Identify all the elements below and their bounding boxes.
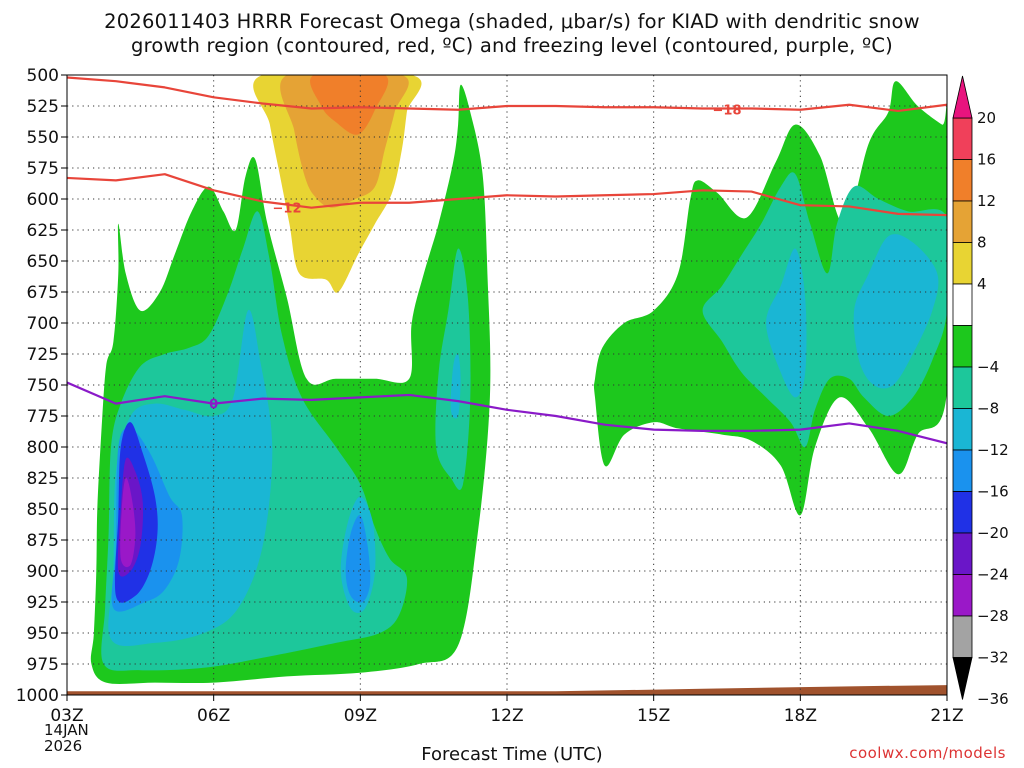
y-tick-label-825: 825 — [27, 469, 59, 489]
dendritic-contour-1-label: −18 — [713, 104, 742, 119]
date-label-day: 14JAN — [44, 721, 89, 739]
colorbar-label-9: −20 — [977, 524, 1009, 542]
y-tick-label-550: 550 — [27, 128, 59, 148]
colorbar-top-arrow — [952, 75, 973, 119]
x-tick-label-06Z: 06Z — [197, 706, 230, 726]
y-tick-label-800: 800 — [27, 438, 59, 458]
colorbar-swatch-0 — [952, 117, 973, 160]
x-tick-label-21Z: 21Z — [930, 706, 963, 726]
x-tick-label-18Z: 18Z — [784, 706, 817, 726]
colorbar-swatch-9 — [952, 491, 973, 534]
x-axis-title: Forecast Time (UTC) — [421, 744, 603, 765]
contour-layer: −12 −18 0 — [67, 76, 947, 445]
y-tick-label-900: 900 — [27, 562, 59, 582]
dendritic-contour-1 — [67, 76, 947, 113]
y-tick-label-625: 625 — [27, 221, 59, 241]
y-tick-label-600: 600 — [27, 190, 59, 210]
date-label-year: 2026 — [44, 737, 83, 755]
y-tick-label-575: 575 — [27, 159, 59, 179]
y-tick-label-975: 975 — [27, 655, 59, 675]
colorbar-label-0: 20 — [977, 109, 996, 127]
y-tick-label-925: 925 — [27, 593, 59, 613]
y-tick-label-725: 725 — [27, 345, 59, 365]
dendritic-contour-0-label: −12 — [273, 202, 302, 217]
colorbar: 20 16 12 8 4 −4 −8 −12 −16 −20 −24 −28 −32 −36 — [952, 75, 1009, 708]
y-axis: 500 525 550 575 600 625 650 675 700 725 750 775 800 8… — [16, 66, 67, 706]
colorbar-swatch-1 — [952, 159, 973, 202]
colorbar-label-11: −28 — [977, 607, 1009, 625]
y-tick-label-950: 950 — [27, 624, 59, 644]
terrain-layer — [67, 685, 947, 695]
omega-region-10 — [120, 477, 136, 568]
x-tick-label-03Z: 03Z — [50, 706, 83, 726]
omega-region-17 — [310, 75, 389, 135]
ground-terrain — [67, 685, 947, 695]
colorbar-bottom-arrow — [952, 657, 973, 700]
y-tick-label-750: 750 — [27, 376, 59, 396]
colorbar-swatch-12 — [952, 615, 973, 658]
colorbar-label-5: −4 — [977, 358, 999, 376]
y-tick-label-1000: 1000 — [16, 686, 59, 706]
colorbar-swatch-4 — [952, 283, 973, 326]
freezing-level-contour-label: 0 — [209, 398, 218, 413]
colorbar-swatch-8 — [952, 449, 973, 492]
freezing-level-contour — [67, 381, 947, 445]
colorbar-label-13: −36 — [977, 690, 1009, 708]
colorbar-label-12: −32 — [977, 649, 1009, 667]
colorbar-swatch-5 — [952, 325, 973, 368]
grid-layer — [67, 75, 947, 695]
colorbar-swatch-3 — [952, 242, 973, 285]
colorbar-label-2: 12 — [977, 192, 996, 210]
colorbar-label-3: 8 — [977, 234, 987, 252]
chart-title-line-2: growth region (contoured, red, ºC) and f… — [131, 34, 893, 57]
colorbar-swatch-6 — [952, 366, 973, 409]
colorbar-swatch-10 — [952, 532, 973, 575]
colorbar-label-1: 16 — [977, 151, 996, 169]
y-tick-label-650: 650 — [27, 252, 59, 272]
colorbar-label-10: −24 — [977, 566, 1009, 584]
omega-region-7 — [345, 514, 371, 603]
y-tick-label-775: 775 — [27, 407, 59, 427]
y-tick-label-700: 700 — [27, 314, 59, 334]
x-tick-label-15Z: 15Z — [637, 706, 670, 726]
omega-region-5 — [450, 353, 461, 419]
chart-title-line-1: 2026011403 HRRR Forecast Omega (shaded, … — [104, 10, 920, 33]
dendritic-contour-0 — [67, 173, 947, 217]
colorbar-label-7: −12 — [977, 441, 1009, 459]
colorbar-label-4: 4 — [977, 275, 987, 293]
y-tick-label-525: 525 — [27, 97, 59, 117]
y-tick-label-850: 850 — [27, 500, 59, 520]
colorbar-swatch-7 — [952, 408, 973, 451]
colorbar-label-6: −8 — [977, 400, 999, 418]
omega-region-14 — [853, 234, 939, 389]
colorbar-swatch-11 — [952, 574, 973, 617]
credit-link[interactable]: coolwx.com/models — [849, 744, 1006, 762]
y-tick-label-500: 500 — [27, 66, 59, 86]
x-axis: 03Z 06Z 09Z 12Z 15Z 18Z 21Z — [50, 695, 964, 726]
y-tick-label-675: 675 — [27, 283, 59, 303]
colorbar-label-8: −16 — [977, 483, 1009, 501]
y-tick-label-875: 875 — [27, 531, 59, 551]
omega-shading-layer — [90, 75, 947, 684]
date-label: 14JAN 2026 — [44, 722, 89, 754]
x-tick-label-09Z: 09Z — [344, 706, 377, 726]
colorbar-swatch-2 — [952, 200, 973, 243]
omega-region-13 — [766, 248, 807, 398]
x-tick-label-12Z: 12Z — [490, 706, 523, 726]
